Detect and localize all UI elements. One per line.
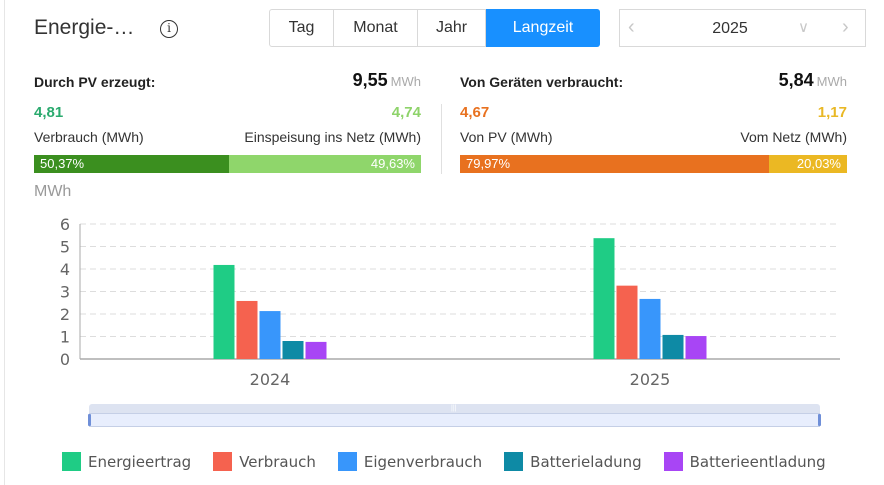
legend-label: Eigenverbrauch <box>363 452 483 471</box>
panel-divider <box>441 104 442 174</box>
y-tick-label: 4 <box>60 260 70 279</box>
chevron-left-icon[interactable]: ‹ <box>628 16 635 38</box>
zoom-slider[interactable]: ||| <box>87 404 822 428</box>
slider-handle-right[interactable] <box>818 414 821 426</box>
y-tick-label: 5 <box>60 238 70 257</box>
chevron-down-icon[interactable]: ∨ <box>798 19 809 36</box>
bar-eigenverbrauch-2025 <box>639 298 661 359</box>
pv-consumption-label: Verbrauch (MWh) <box>34 129 144 145</box>
slider-range[interactable] <box>89 413 820 427</box>
pv-split-bar: 50,37% 49,63% <box>34 155 421 173</box>
chevron-right-icon[interactable]: › <box>842 16 849 38</box>
grip-icon[interactable]: ||| <box>451 405 457 412</box>
legend-swatch <box>504 452 524 471</box>
legend-label: Verbrauch <box>239 452 316 471</box>
year-picker[interactable]: ‹ 2025 ∨ › <box>619 9 866 47</box>
y-tick-label: 2 <box>60 305 70 324</box>
bar-verbrauch-2025 <box>616 285 638 359</box>
pv-feed-in-label: Einspeisung ins Netz (MWh) <box>244 129 421 145</box>
legend-item-batterieladung[interactable]: Batterieladung <box>504 452 642 471</box>
bar-energieertrag-2024 <box>213 264 235 359</box>
tab-langzeit[interactable]: Langzeit <box>486 9 600 47</box>
y-axis-unit: MWh <box>34 183 72 200</box>
x-tick-label: 2025 <box>630 370 671 389</box>
legend-label: Batterieentladung <box>689 452 826 471</box>
pv-feed-in-value: 4,74 <box>391 104 421 121</box>
from-grid-share: 20,03% <box>769 155 847 173</box>
slider-handle-left[interactable] <box>88 414 91 426</box>
tab-tag[interactable]: Tag <box>270 10 334 46</box>
pv-feed-in-share: 49,63% <box>228 155 421 173</box>
consumption-total: 5,84 MWh <box>779 70 847 91</box>
bar-batterieladung-2024 <box>282 341 304 359</box>
legend-item-energieertrag[interactable]: Energieertrag <box>62 452 191 471</box>
from-grid-value: 1,17 <box>817 104 847 121</box>
legend-item-verbrauch[interactable]: Verbrauch <box>213 452 316 471</box>
pv-total-value: 9,55 <box>352 70 388 90</box>
pv-consumption-value: 4,81 <box>34 104 64 121</box>
panel-border <box>4 0 5 485</box>
from-pv-label: Von PV (MWh) <box>460 129 553 145</box>
bar-energieertrag-2025 <box>593 238 615 359</box>
from-pv-value: 4,67 <box>460 104 490 121</box>
consumption-label: Von Geräten verbraucht: <box>460 74 624 90</box>
pv-consumption-share: 50,37% <box>34 155 229 173</box>
bar-batterieentladung-2025 <box>685 336 707 359</box>
pv-label: Durch PV erzeugt: <box>34 74 156 90</box>
y-tick-label: 0 <box>60 350 70 369</box>
slider-drag-bar[interactable] <box>89 404 820 413</box>
from-pv-share: 79,97% <box>460 155 770 173</box>
legend-swatch <box>213 452 233 471</box>
tab-jahr[interactable]: Jahr <box>418 10 486 46</box>
legend-item-batterieentladung[interactable]: Batterieentladung <box>663 452 826 471</box>
energy-bar-chart: 0 1 2 3 4 5 6 2024 2025 <box>60 215 840 389</box>
y-tick-label: 6 <box>60 215 70 234</box>
legend-swatch <box>337 452 357 471</box>
pv-total-unit: MWh <box>390 74 421 89</box>
y-tick-label: 3 <box>60 283 70 302</box>
info-circle-icon[interactable]: i <box>160 20 178 38</box>
consumption-split-bar: 79,97% 20,03% <box>460 155 847 173</box>
year-value[interactable]: 2025 <box>712 20 748 37</box>
page-title: Energie-… <box>34 16 135 39</box>
tab-monat[interactable]: Monat <box>334 10 418 46</box>
bar-batterieladung-2025 <box>662 334 684 359</box>
chart-legend: Energieertrag Verbrauch Eigenverbrauch Batt… <box>62 452 848 471</box>
y-tick-label: 1 <box>60 328 70 347</box>
legend-label: Energieertrag <box>88 452 192 471</box>
period-tabs: Tag Monat Jahr Langzeit <box>269 9 600 47</box>
bar-verbrauch-2024 <box>236 300 258 359</box>
bar-eigenverbrauch-2024 <box>259 311 281 359</box>
consumption-total-value: 5,84 <box>778 70 814 90</box>
legend-item-eigenverbrauch[interactable]: Eigenverbrauch <box>337 452 483 471</box>
legend-label: Batterieladung <box>530 452 642 471</box>
pv-total: 9,55 MWh <box>353 70 421 91</box>
legend-swatch <box>62 452 81 471</box>
legend-swatch <box>663 452 683 471</box>
from-grid-label: Vom Netz (MWh) <box>740 129 847 145</box>
consumption-total-unit: MWh <box>816 74 847 89</box>
x-tick-label: 2024 <box>250 370 291 389</box>
bar-batterieentladung-2024 <box>305 341 327 359</box>
